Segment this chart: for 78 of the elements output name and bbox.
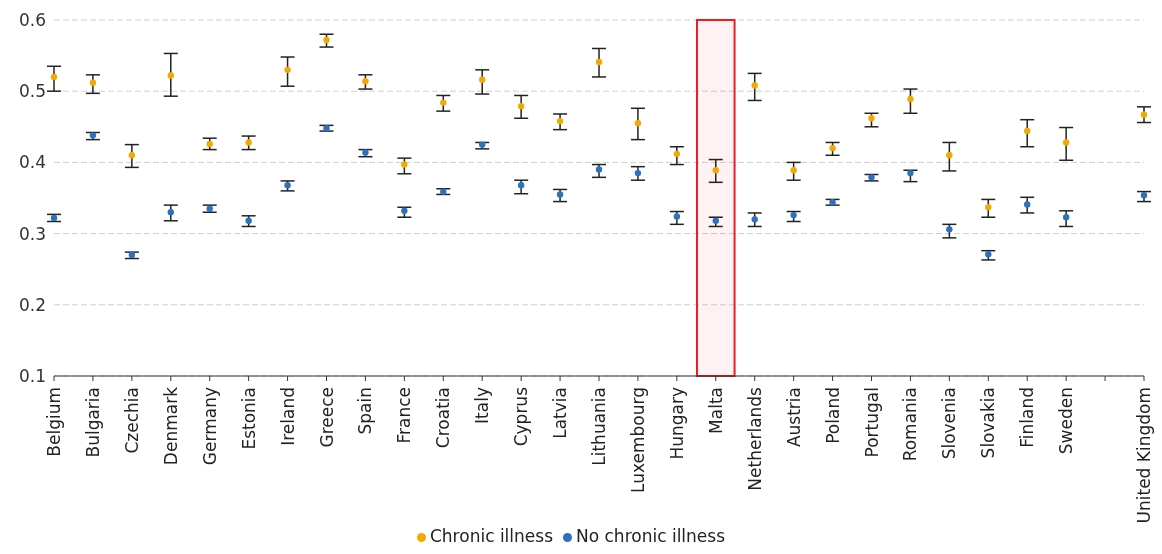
point: [634, 120, 642, 127]
x-tick-label: Denmark: [160, 386, 181, 466]
point: [167, 209, 174, 216]
point: [517, 102, 525, 110]
point: [1140, 111, 1148, 118]
x-tick-label: Ireland: [277, 387, 298, 446]
point: [556, 191, 564, 198]
x-tick-label: Sweden: [1056, 387, 1077, 455]
point: [868, 115, 875, 122]
point: [946, 226, 953, 233]
point: [479, 76, 486, 84]
point: [362, 78, 369, 85]
point: [245, 217, 252, 224]
x-tick-label: Lithuania: [589, 387, 609, 466]
point: [1024, 127, 1031, 135]
point: [440, 99, 447, 106]
point: [907, 95, 914, 103]
point: [790, 167, 797, 174]
point: [284, 66, 291, 74]
y-tick-label: 0.2: [18, 294, 46, 315]
point: [907, 169, 914, 177]
point: [167, 72, 174, 79]
point: [790, 211, 797, 219]
point: [634, 169, 642, 177]
y-tick-label: 0.1: [18, 366, 46, 387]
x-tick-label: Portugal: [861, 387, 882, 458]
x-tick-label: Hungary: [666, 387, 687, 460]
point: [50, 73, 58, 81]
y-tick-label: 0.6: [18, 10, 46, 31]
point: [595, 58, 603, 66]
x-tick-label: United Kingdom: [1134, 387, 1154, 524]
point: [751, 82, 758, 89]
point: [1024, 201, 1031, 208]
x-tick-label: Malta: [705, 387, 726, 434]
x-tick-label: Slovenia: [939, 387, 960, 460]
x-tick-label: Finland: [1017, 387, 1038, 448]
x-tick-label: Estonia: [238, 387, 259, 450]
x-tick-label: Croatia: [433, 387, 454, 449]
point: [556, 117, 564, 125]
x-tick-label: Romania: [900, 387, 921, 462]
point: [751, 216, 758, 223]
x-tick-label: Cyprus: [511, 386, 532, 447]
x-tick-label: Austria: [783, 387, 804, 448]
point: [595, 166, 603, 173]
point: [517, 181, 525, 189]
point: [323, 36, 330, 44]
x-tick-label: Latvia: [550, 387, 571, 439]
point: [245, 139, 252, 146]
x-tick-label: Spain: [355, 387, 376, 435]
point: [128, 152, 136, 159]
point: [89, 79, 97, 86]
point: [401, 161, 408, 168]
point: [829, 144, 836, 152]
point: [1062, 214, 1070, 221]
point: [985, 204, 992, 211]
point: [712, 217, 719, 224]
point: [673, 213, 681, 220]
x-tick-label: Czechia: [121, 387, 142, 454]
x-tick-label: Bulgaria: [82, 387, 103, 458]
point: [673, 150, 681, 158]
x-tick-label: Netherlands: [744, 386, 765, 491]
y-tick-label: 0.3: [18, 223, 46, 244]
legend-label: No chronic illness: [576, 526, 726, 546]
x-tick-label: Italy: [472, 387, 493, 424]
x-tick-label: Poland: [822, 387, 843, 444]
y-tick-label: 0.4: [18, 152, 46, 173]
point: [1062, 139, 1070, 146]
x-tick-label: Slovakia: [978, 387, 999, 459]
x-tick-label: France: [394, 387, 415, 444]
legend-label: Chronic illness: [429, 526, 553, 546]
x-tick-label: Greece: [316, 387, 337, 448]
point: [712, 167, 719, 174]
x-tick-label: Germany: [199, 387, 220, 466]
point: [1140, 191, 1148, 199]
x-tick-label: Belgium: [44, 387, 64, 457]
x-tick-label: Luxembourg: [627, 387, 648, 493]
point: [946, 152, 953, 159]
y-tick-label: 0.5: [18, 81, 46, 102]
